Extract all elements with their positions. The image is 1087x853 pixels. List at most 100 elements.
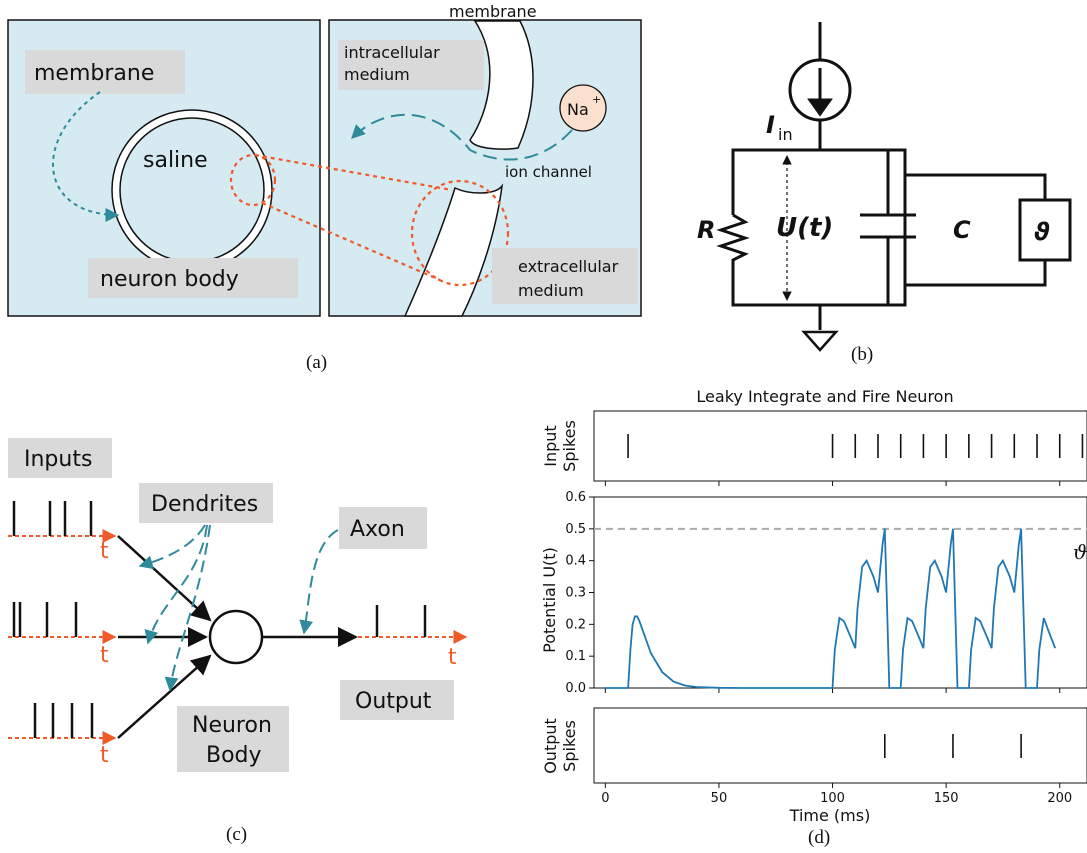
y-tick-label: 0.2 — [565, 617, 586, 632]
x-tick-label: 0 — [601, 791, 609, 806]
saline-label: saline — [143, 148, 208, 173]
x-tick-label: 50 — [711, 791, 728, 806]
input-3-arrow — [117, 654, 212, 739]
zoom-circle-large — [410, 179, 510, 287]
voltage-label: U(t) — [776, 213, 833, 243]
membrane-potential-trace — [605, 528, 1057, 689]
caption-a: (a) — [306, 352, 327, 373]
intracellular-label-1: intracellular — [344, 43, 440, 62]
neuron-body-label-box-c — [177, 706, 289, 772]
input-train-2-spikes — [12, 602, 78, 637]
t-label-2: t — [100, 643, 109, 668]
t-label-1: t — [100, 539, 109, 564]
membrane-label-box — [25, 50, 185, 94]
panel-c: Inputs Dendrites Axon Output Neuron Body… — [8, 438, 468, 845]
neuron-body-label-c-2: Body — [206, 743, 262, 768]
zoom-circle-small — [229, 153, 277, 207]
input-spikes-frame — [593, 410, 1087, 482]
input-spikes-ylabel-2: Spikes — [560, 420, 579, 472]
output-train-spikes — [375, 605, 427, 637]
caption-d: (d) — [808, 827, 830, 848]
threshold-label: ϑ — [1034, 218, 1050, 246]
y-tick-label: 0.5 — [565, 522, 586, 537]
y-tick-label: 0.3 — [565, 586, 586, 601]
t-label-output: t — [448, 645, 457, 670]
current-label: I — [766, 111, 775, 139]
panel-b-labels: I in R U(t) C ϑ (b) — [697, 111, 1050, 365]
axon-label-box — [339, 507, 427, 549]
input-spikes-ylabel-1: Input — [541, 425, 560, 466]
ion-channel-label: ion channel — [505, 163, 592, 181]
t-label-3: t — [100, 743, 109, 768]
output-label-box — [340, 680, 454, 720]
extracellular-label-1: extracellular — [518, 257, 619, 276]
input-1-arrow — [117, 535, 212, 622]
dendrite-pointer-1 — [138, 524, 206, 570]
extracellular-label-box — [492, 248, 638, 304]
threshold-symbol: ϑ — [1073, 540, 1087, 564]
chart-title: Leaky Integrate and Fire Neuron — [696, 387, 953, 406]
membrane-label: membrane — [34, 61, 154, 86]
sodium-ion-charge: + — [592, 93, 601, 106]
y-tick-label: 0.0 — [565, 681, 586, 696]
sodium-ion-label: Na — [567, 100, 589, 119]
output-spike-marks — [884, 734, 1022, 758]
wire-threshold — [905, 173, 1047, 200]
inputs-label: Inputs — [24, 447, 92, 472]
zoom-line-bottom — [261, 201, 441, 282]
x-tick-label: 200 — [1047, 791, 1072, 806]
potential-frame — [593, 496, 1087, 689]
neuron-body-circle — [208, 609, 264, 665]
neuron-body-label: neuron body — [100, 267, 239, 292]
intracellular-label-2: medium — [344, 65, 410, 84]
membrane-upper-wall — [469, 20, 534, 150]
x-ticks: 0 50 100 150 200 — [601, 783, 1072, 806]
capacitor-label: C — [953, 216, 971, 244]
caption-b: (b) — [851, 344, 873, 365]
wire-top-rail — [731, 148, 907, 307]
resistor-label: R — [697, 216, 715, 244]
wire-threshold-bottom — [905, 260, 1047, 287]
y-tick-label: 0.4 — [565, 554, 586, 569]
current-arrow-head — [807, 98, 833, 117]
x-tick-label: 150 — [934, 791, 959, 806]
output-spikes-ylabel-2: Spikes — [560, 720, 579, 772]
membrane-inner-circle — [119, 117, 265, 263]
sodium-ion — [559, 84, 607, 132]
neuron-body-label-box — [88, 258, 298, 298]
intracellular-label-box — [338, 40, 484, 90]
dendrites-label-box — [139, 483, 273, 523]
panel-a: membrane saline neuron body membrane int… — [7, 2, 642, 373]
potential-y-ticks: 0.0 0.1 0.2 0.3 0.4 0.5 0.6 — [565, 490, 594, 696]
y-tick-label: 0.6 — [565, 490, 586, 505]
dendrites-label: Dendrites — [151, 492, 258, 517]
ion-flow-arrow — [351, 113, 573, 161]
y-tick-label: 0.1 — [565, 649, 586, 664]
caption-c: (c) — [226, 824, 247, 845]
membrane-pointer-arrow — [52, 91, 120, 222]
extracellular-label-2: medium — [518, 281, 584, 300]
inputs-label-box — [8, 438, 112, 478]
dendrite-pointer-2 — [144, 524, 208, 645]
output-label: Output — [355, 689, 432, 714]
output-spikes-ylabel-1: Output — [541, 718, 560, 774]
current-label-sub: in — [778, 125, 793, 144]
input-train-3-spikes — [33, 703, 94, 738]
x-tick-label: 100 — [820, 791, 845, 806]
neuron-body-label-c-1: Neuron — [192, 713, 272, 738]
potential-ylabel: Potential U(t) — [540, 547, 559, 653]
axon-pointer — [299, 529, 339, 635]
dendrite-pointer-3 — [164, 524, 211, 692]
x-axis-label: Time (ms) — [789, 806, 871, 825]
membrane-lower-wall — [403, 183, 504, 317]
x-ticks-upper-panels — [604, 481, 1061, 693]
axon-label: Axon — [350, 517, 405, 542]
panel-d: Leaky Integrate and Fire Neuron 0.00.10.… — [540, 387, 1087, 848]
input-train-1-spikes — [12, 501, 93, 536]
resistor — [716, 213, 750, 265]
zoom-line-top — [254, 153, 453, 192]
ground-symbol — [801, 330, 839, 352]
membrane-top-label: membrane — [449, 2, 537, 21]
panel-b — [716, 22, 1072, 352]
